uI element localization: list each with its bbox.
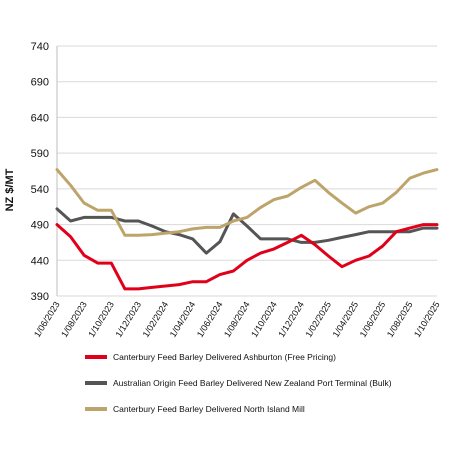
- chart-legend: Canterbury Feed Barley Delivered Ashburt…: [85, 350, 445, 428]
- y-tick-label: 440: [31, 255, 49, 267]
- x-tick-label: 1/06/2025: [358, 300, 388, 339]
- x-tick-label: 1/06/2024: [195, 300, 225, 339]
- x-tick-label: 1/02/2025: [303, 300, 333, 339]
- legend-item: Canterbury Feed Barley Delivered Ashburt…: [85, 350, 445, 364]
- y-tick-label: 490: [31, 220, 49, 232]
- legend-swatch: [85, 381, 107, 385]
- x-tick-label: 1/10/2023: [86, 300, 116, 339]
- x-tick-label: 1/10/2025: [412, 300, 442, 339]
- x-tick-label: 1/08/2025: [385, 300, 415, 339]
- y-tick-label: 690: [31, 77, 49, 89]
- series-line: [55, 223, 439, 291]
- x-tick-label: 1/04/2024: [168, 300, 198, 339]
- legend-item: Australian Origin Feed Barley Delivered …: [85, 376, 445, 390]
- y-tick-label: 590: [31, 148, 49, 160]
- legend-label: Australian Origin Feed Barley Delivered …: [113, 378, 392, 388]
- legend-item: Canterbury Feed Barley Delivered North I…: [85, 402, 445, 416]
- series-line: [55, 207, 439, 255]
- series-line: [55, 168, 439, 237]
- x-tick-label: 1/12/2024: [276, 300, 306, 339]
- y-axis-title: NZ $/MT: [2, 145, 18, 235]
- x-tick-label: 1/04/2025: [331, 300, 361, 339]
- y-tick-label: 540: [31, 184, 49, 196]
- legend-swatch: [85, 355, 107, 359]
- x-tick-label: 1/08/2023: [59, 300, 89, 339]
- y-tick-label: 740: [31, 41, 49, 53]
- y-tick-label: 390: [31, 291, 49, 303]
- x-tick-label: 1/02/2024: [141, 300, 171, 339]
- legend-label: Canterbury Feed Barley Delivered Ashburt…: [113, 352, 336, 362]
- x-tick-label: 1/10/2024: [249, 300, 279, 339]
- y-tick-label: 640: [31, 112, 49, 124]
- x-tick-label: 1/06/2023: [32, 300, 62, 339]
- legend-swatch: [85, 407, 107, 411]
- legend-label: Canterbury Feed Barley Delivered North I…: [113, 404, 305, 414]
- x-tick-label: 1/12/2023: [113, 300, 143, 339]
- y-axis-title-text: NZ $/MT: [4, 168, 16, 212]
- x-tick-label: 1/08/2024: [222, 300, 252, 339]
